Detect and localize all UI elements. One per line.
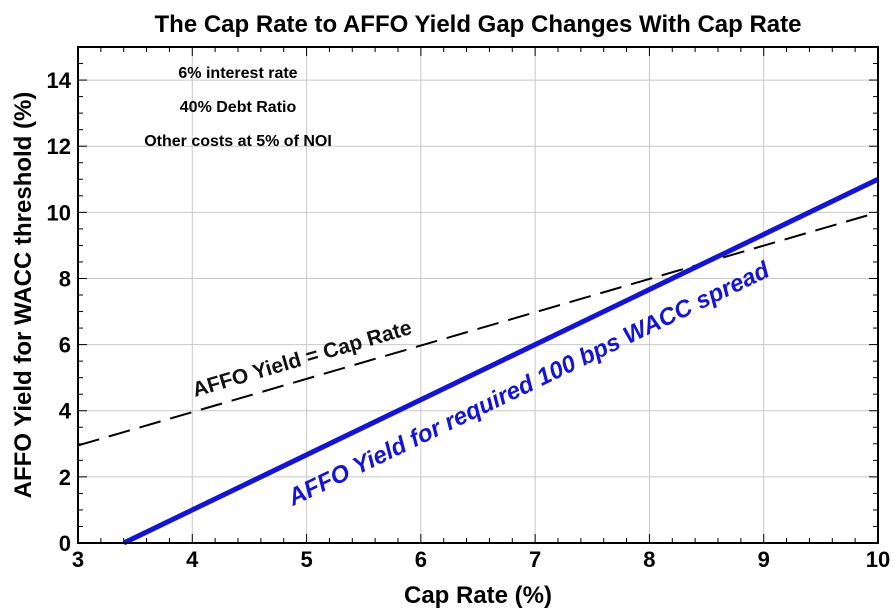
chart-title: The Cap Rate to AFFO Yield Gap Changes W… bbox=[155, 11, 802, 38]
y-tick-label: 0 bbox=[59, 531, 71, 556]
x-tick-label: 10 bbox=[866, 547, 890, 572]
plot-frame bbox=[77, 46, 879, 544]
annotation-cap-rate-line: AFFO Yield = Cap Rate bbox=[190, 316, 414, 402]
y-tick-label: 6 bbox=[59, 333, 71, 358]
grid bbox=[77, 47, 879, 544]
series-line-required-spread bbox=[122, 177, 880, 546]
y-tick-label: 12 bbox=[47, 134, 71, 159]
ticks bbox=[77, 46, 879, 544]
note-text: 6% interest rate bbox=[178, 65, 297, 82]
x-tick-label: 9 bbox=[758, 547, 770, 572]
y-tick-label: 10 bbox=[47, 200, 71, 225]
tick-labels: 3 4 5 6 7 8 9 10 0 2 4 6 8 10 12 14 bbox=[47, 68, 891, 572]
x-tick-label: 6 bbox=[415, 547, 427, 572]
note-text: 40% Debt Ratio bbox=[180, 99, 297, 116]
x-tick-label: 8 bbox=[643, 547, 655, 572]
x-tick-label: 7 bbox=[529, 547, 541, 572]
x-tick-label: 4 bbox=[186, 547, 199, 572]
y-tick-label: 8 bbox=[59, 266, 71, 291]
x-axis-label: Cap Rate (%) bbox=[404, 582, 552, 609]
x-tick-label: 3 bbox=[72, 547, 84, 572]
notes: 6% interest rate 40% Debt Ratio Other cost… bbox=[144, 65, 332, 150]
x-tick-label: 5 bbox=[300, 547, 312, 572]
series-lines bbox=[77, 177, 880, 546]
note-text: Other costs at 5% of NOI bbox=[144, 133, 332, 150]
annotation-required-spread-line: AFFO Yield for required 100 bps WACC spr… bbox=[283, 256, 775, 512]
y-tick-label: 2 bbox=[59, 465, 71, 490]
y-tick-label: 4 bbox=[59, 399, 72, 424]
y-axis-label: AFFO Yield for WACC threshold (%) bbox=[10, 92, 37, 499]
y-tick-label: 14 bbox=[47, 68, 72, 93]
series-line-cap-rate bbox=[77, 211, 879, 447]
